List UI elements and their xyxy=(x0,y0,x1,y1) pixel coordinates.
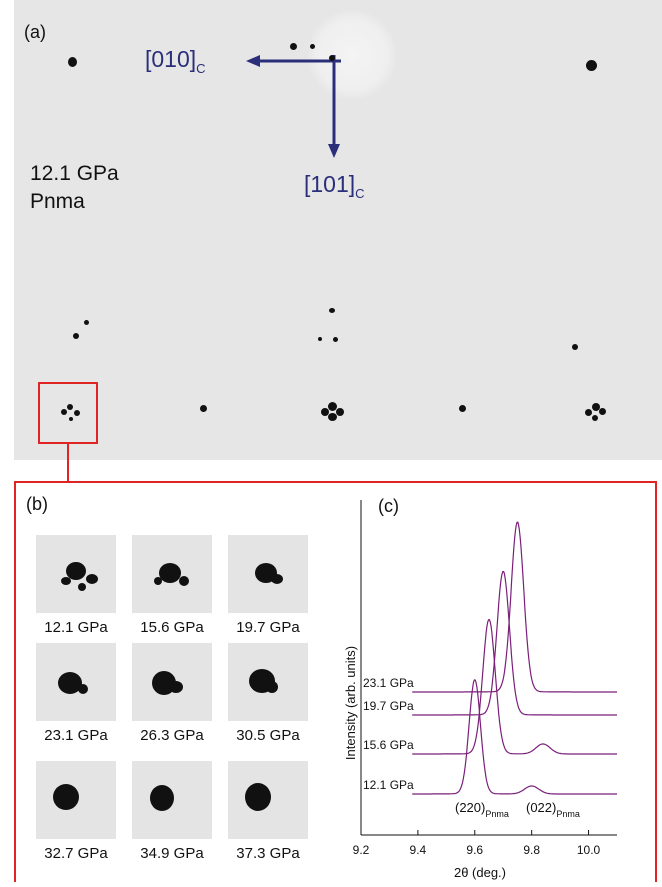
diffraction-spot xyxy=(329,308,335,313)
arrow-101-head xyxy=(328,144,340,158)
diffraction-spot xyxy=(585,409,592,416)
spot-thumbnail xyxy=(228,761,308,839)
x-tick-label: 9.8 xyxy=(523,843,540,857)
diffraction-spot xyxy=(328,413,337,421)
thumbnail-caption: 34.9 GPa xyxy=(140,845,204,862)
thumbnail-spot xyxy=(266,681,278,693)
diffraction-spot xyxy=(84,320,89,325)
diffraction-spot xyxy=(73,333,79,339)
thumbnail-caption: 26.3 GPa xyxy=(140,727,204,744)
diffraction-spot xyxy=(586,60,597,71)
thumbnail-spot xyxy=(78,684,88,694)
zoom-connector-line xyxy=(67,443,69,482)
beam-stop-halo xyxy=(307,10,397,100)
phase-label: Pnma xyxy=(30,190,85,213)
diffraction-spot xyxy=(321,408,329,416)
thumbnail-spot xyxy=(86,574,98,584)
arrow-010-label: [010]C xyxy=(145,46,206,76)
x-tick-label: 9.6 xyxy=(466,843,483,857)
diffraction-spot xyxy=(200,405,207,412)
thumbnail-caption: 15.6 GPa xyxy=(140,619,204,636)
spot-thumbnail xyxy=(132,761,212,839)
diffraction-spot xyxy=(572,344,578,350)
thumbnail-spot xyxy=(66,562,86,580)
thumbnail-spot xyxy=(271,574,283,584)
panel-c-label: (c) xyxy=(378,496,399,516)
arrow-010-head xyxy=(246,55,260,67)
thumbnail-spot xyxy=(169,681,183,693)
thumbnail-caption: 19.7 GPa xyxy=(236,619,300,636)
thumbnail-caption: 30.5 GPa xyxy=(236,727,300,744)
series-label: 15.6 GPa xyxy=(363,738,414,752)
spot-thumbnail xyxy=(228,643,308,721)
x-tick-label: 9.2 xyxy=(353,843,370,857)
diffraction-spot xyxy=(61,409,67,415)
diffraction-spot xyxy=(599,408,606,415)
zoom-frame xyxy=(14,481,657,882)
diffraction-spot xyxy=(69,417,73,421)
arrow-101-label: [101]C xyxy=(304,171,365,201)
panel-a-label: (a) xyxy=(24,22,46,42)
peak-label-022: (022)Pnma xyxy=(526,800,580,819)
diffraction-spot xyxy=(310,44,315,49)
thumbnail-spot xyxy=(154,577,162,585)
spot-thumbnail xyxy=(36,535,116,613)
diffraction-spot xyxy=(328,402,337,411)
diffraction-spot xyxy=(592,415,598,421)
spot-thumbnail xyxy=(132,643,212,721)
spot-thumbnail xyxy=(228,535,308,613)
diffraction-spot xyxy=(329,55,335,61)
diffraction-image: (a) 12.1 GPa Pnma [010]C [101]C xyxy=(14,0,662,460)
thumbnail-spot xyxy=(61,577,71,585)
diffraction-spot xyxy=(336,408,344,416)
panel-b-label: (b) xyxy=(26,494,48,514)
x-axis-label: 2θ (deg.) xyxy=(454,865,506,880)
thumbnail-spot xyxy=(245,783,271,811)
diffraction-spot xyxy=(74,410,80,416)
series-label: 23.1 GPa xyxy=(363,676,414,690)
diffraction-spot xyxy=(67,404,73,410)
spot-thumbnail xyxy=(132,535,212,613)
y-axis-label: Intensity (arb. units) xyxy=(343,646,358,760)
xrd-curve xyxy=(412,521,617,693)
peak-label-220: (220)Pnma xyxy=(455,800,509,819)
spot-thumbnail xyxy=(36,643,116,721)
xrd-curve xyxy=(412,619,617,755)
diffraction-spot xyxy=(592,403,600,411)
spot-thumbnail xyxy=(36,761,116,839)
diffraction-spot xyxy=(459,405,466,412)
pressure-label: 12.1 GPa xyxy=(30,162,119,185)
thumbnail-caption: 32.7 GPa xyxy=(44,845,108,862)
thumbnail-spot xyxy=(58,672,82,694)
thumbnail-spot xyxy=(53,784,79,810)
diffraction-spot xyxy=(318,337,322,341)
xrd-chart-svg: (c) Intensity (arb. units) 2θ (deg.) 9.2… xyxy=(343,496,617,880)
series-label: 12.1 GPa xyxy=(363,778,414,792)
diffraction-spot xyxy=(290,43,297,50)
xrd-curve xyxy=(412,570,617,716)
diffraction-spot xyxy=(68,57,77,67)
thumbnail-spot xyxy=(179,576,189,586)
diffraction-spot xyxy=(333,337,338,342)
thumbnail-caption: 37.3 GPa xyxy=(236,845,300,862)
zoom-region-box xyxy=(38,382,98,444)
series-label: 19.7 GPa xyxy=(363,699,414,713)
thumbnail-spot xyxy=(78,583,86,591)
thumbnail-spot xyxy=(159,563,181,583)
lattice-arrows xyxy=(246,55,341,158)
x-tick-label: 9.4 xyxy=(410,843,427,857)
thumbnail-caption: 12.1 GPa xyxy=(44,619,108,636)
x-tick-label: 10.0 xyxy=(577,843,601,857)
thumbnail-spot xyxy=(150,785,174,811)
xrd-chart: (c) Intensity (arb. units) 2θ (deg.) 9.2… xyxy=(335,485,657,882)
xrd-curve xyxy=(412,679,617,795)
thumbnail-caption: 23.1 GPa xyxy=(44,727,108,744)
